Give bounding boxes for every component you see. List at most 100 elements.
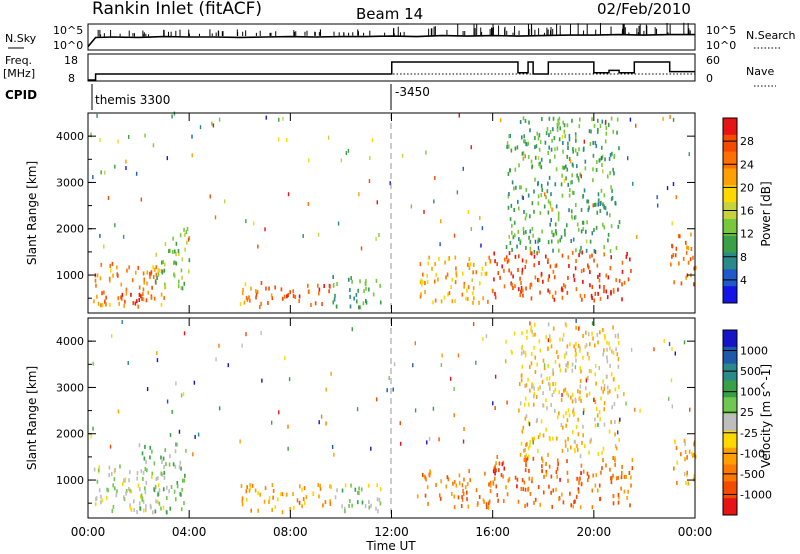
range-gate-cell xyxy=(598,272,601,277)
range-gate-cell xyxy=(521,270,523,275)
velocity-colorbar-label: Velocity [m s^-1] xyxy=(759,364,773,468)
range-gate-cell xyxy=(160,471,163,476)
nsearch-label: N.Search xyxy=(746,29,796,42)
power-colorbar-swatch xyxy=(723,185,737,203)
scatter-cell xyxy=(122,234,125,239)
range-gate-cell xyxy=(378,497,381,502)
range-gate-cell xyxy=(268,500,270,505)
range-gate-cell xyxy=(511,247,513,252)
range-gate-cell xyxy=(250,508,253,513)
range-gate-cell xyxy=(503,268,505,273)
range-gate-cell xyxy=(593,249,596,254)
range-gate-cell xyxy=(111,508,114,513)
range-gate-cell xyxy=(555,204,558,209)
range-gate-cell xyxy=(97,301,100,306)
range-gate-cell xyxy=(519,276,521,281)
range-gate-cell xyxy=(303,486,306,491)
range-gate-cell xyxy=(602,169,604,174)
range-gate-cell xyxy=(616,130,618,135)
range-gate-cell xyxy=(109,268,112,273)
range-gate-cell xyxy=(500,472,503,477)
power-colorbar-swatch xyxy=(723,151,737,169)
scatter-cell xyxy=(325,387,327,392)
range-gate-cell xyxy=(151,471,154,476)
range-gate-cell xyxy=(558,411,560,416)
range-gate-cell xyxy=(508,251,511,256)
range-gate-cell xyxy=(98,488,101,493)
range-gate-cell xyxy=(579,346,581,351)
range-gate-cell xyxy=(285,492,288,497)
range-gate-cell xyxy=(526,329,528,334)
range-gate-cell xyxy=(104,299,106,304)
range-gate-cell xyxy=(270,293,273,298)
range-gate-cell xyxy=(420,278,423,283)
range-gate-cell xyxy=(435,482,437,487)
scatter-cell xyxy=(595,364,597,369)
scatter-cell xyxy=(370,446,372,451)
range-gate-cell xyxy=(603,348,605,353)
range-gate-cell xyxy=(353,296,355,301)
range-gate-cell xyxy=(108,473,111,478)
range-gate-cell xyxy=(101,498,103,503)
range-gate-cell xyxy=(541,229,543,234)
range-gate-cell xyxy=(349,294,351,299)
range-gate-cell xyxy=(113,477,116,482)
scatter-cell xyxy=(462,439,465,444)
range-gate-cell xyxy=(547,363,549,368)
range-gate-cell xyxy=(584,166,587,171)
range-gate-cell xyxy=(532,394,535,399)
scatter-cell xyxy=(537,245,540,250)
range-gate-cell xyxy=(549,204,552,209)
scatter-cell xyxy=(193,380,196,385)
range-gate-cell xyxy=(564,134,566,139)
range-gate-cell xyxy=(610,289,612,294)
scatter-cell xyxy=(630,347,633,352)
range-gate-cell xyxy=(579,366,582,371)
range-gate-cell xyxy=(173,489,176,494)
range-gate-cell xyxy=(560,235,563,240)
range-gate-cell xyxy=(547,288,549,293)
range-gate-cell xyxy=(616,117,619,122)
scatter-cell xyxy=(433,199,435,204)
range-gate-cell xyxy=(473,296,475,301)
range-gate-cell xyxy=(533,189,535,194)
range-gate-cell xyxy=(564,232,566,237)
range-gate-cell xyxy=(466,481,469,486)
range-gate-cell xyxy=(292,289,294,294)
range-gate-cell xyxy=(598,284,601,289)
range-gate-cell xyxy=(525,245,527,250)
range-gate-cell xyxy=(169,506,172,511)
range-gate-cell xyxy=(280,492,282,497)
range-gate-cell xyxy=(188,236,191,241)
range-gate-cell xyxy=(567,393,570,398)
range-gate-cell xyxy=(469,478,472,483)
range-gate-cell xyxy=(508,268,510,273)
range-gate-cell xyxy=(517,206,520,211)
range-gate-cell xyxy=(568,263,570,268)
range-gate-cell xyxy=(611,195,614,200)
range-gate-cell xyxy=(691,451,693,456)
range-gate-cell xyxy=(554,290,557,295)
range-gate-cell xyxy=(541,458,544,463)
range-gate-cell xyxy=(97,468,100,473)
range-gate-cell xyxy=(524,396,527,401)
range-gate-cell xyxy=(554,182,557,187)
range-gate-cell xyxy=(301,487,303,492)
range-gate-cell xyxy=(259,305,261,310)
range-gate-cell xyxy=(286,294,288,299)
range-gate-cell xyxy=(603,225,606,230)
range-gate-cell xyxy=(137,304,140,309)
range-gate-cell xyxy=(176,484,179,489)
range-gate-cell xyxy=(494,295,497,300)
range-gate-cell xyxy=(612,129,615,134)
range-gate-cell xyxy=(142,287,145,292)
scatter-cell xyxy=(635,234,638,239)
range-gate-cell xyxy=(163,262,166,267)
range-gate-cell xyxy=(531,329,533,334)
range-gate-cell xyxy=(567,255,570,260)
range-gate-cell xyxy=(618,220,621,225)
range-gate-cell xyxy=(550,192,552,197)
range-gate-cell xyxy=(685,275,687,280)
range-gate-cell xyxy=(138,285,141,290)
range-gate-cell xyxy=(541,464,543,469)
